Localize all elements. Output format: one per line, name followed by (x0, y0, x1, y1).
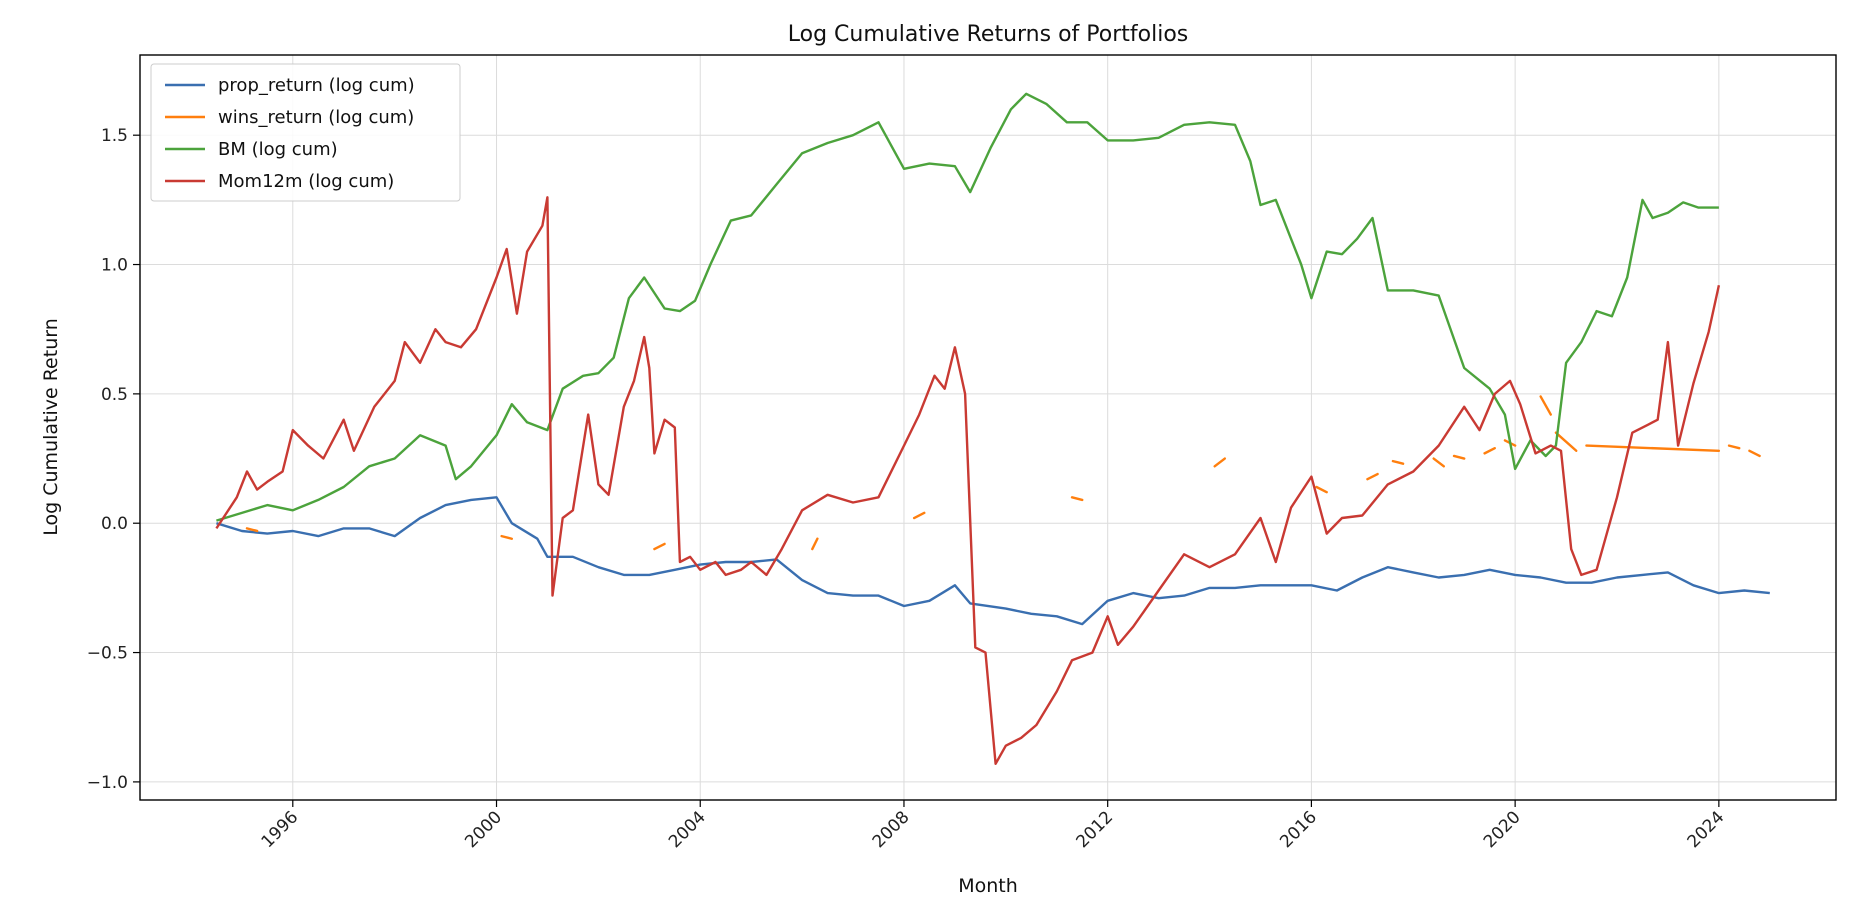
series-wins-return-segment (811, 537, 819, 551)
y-tick-label: 1.5 (101, 126, 128, 146)
series-wins-return-segment (653, 542, 666, 551)
y-tick-label: −0.5 (87, 644, 128, 664)
x-tick-label: 2004 (665, 807, 710, 852)
x-tick-label: 2024 (1684, 807, 1729, 852)
x-tick-label: 2020 (1480, 807, 1525, 852)
series-wins-return-segment (1315, 485, 1328, 494)
series-wins-return-segment (1554, 431, 1578, 452)
series-wins-return-segment (1452, 454, 1466, 460)
series-lines (215, 92, 1770, 765)
series-wins-return-segment (500, 534, 513, 540)
series-wins-return-segment (1585, 444, 1721, 452)
x-tick-label: 2000 (461, 807, 506, 852)
x-tick-label: 2016 (1276, 807, 1321, 852)
series-line-0 (216, 496, 1770, 626)
y-tick-label: −1.0 (87, 773, 128, 793)
series-wins-return-segment (245, 527, 259, 533)
series-wins-return-segment (912, 511, 926, 520)
legend-label: wins_return (log cum) (218, 107, 414, 128)
series-wins-return-segment (1070, 496, 1084, 502)
series-wins-return-segment (1539, 395, 1552, 416)
legend-label: prop_return (log cum) (218, 75, 415, 96)
y-axis-label: Log Cumulative Return (40, 318, 62, 536)
plot-area-frame (139, 54, 1837, 801)
y-tick-label: 0.5 (101, 385, 128, 405)
x-axis-label: Month (958, 875, 1018, 897)
legend-label: Mom12m (log cum) (218, 171, 394, 192)
series-line-2 (216, 92, 1719, 522)
x-tick-label: 2008 (869, 807, 914, 852)
legend: prop_return (log cum) wins_return (log cu… (150, 63, 461, 202)
chart-title: Log Cumulative Returns of Portfolios (788, 22, 1188, 47)
series-wins-return-segment (1366, 472, 1379, 481)
series-wins-return-segment (1391, 459, 1405, 465)
legend-box (150, 63, 461, 202)
y-tick-label: 0.0 (101, 514, 128, 534)
x-tick-label: 2012 (1072, 807, 1117, 852)
series-line-3 (215, 196, 1721, 765)
series-wins-return-segment (1213, 457, 1227, 468)
series-wins-return-segment (1432, 457, 1446, 468)
series-wins-return-segment (1483, 446, 1496, 455)
axis-ticks: 1996 2000 2004 2008 2012 2016 2020 2024 −1.0 −0.5… (87, 126, 1729, 852)
legend-label: BM (log cum) (218, 139, 338, 160)
series-wins-return-segment (1748, 449, 1761, 458)
x-tick-label: 1996 (258, 807, 303, 852)
y-tick-label: 1.0 (101, 256, 128, 276)
series-wins-return-segment (1727, 444, 1741, 450)
